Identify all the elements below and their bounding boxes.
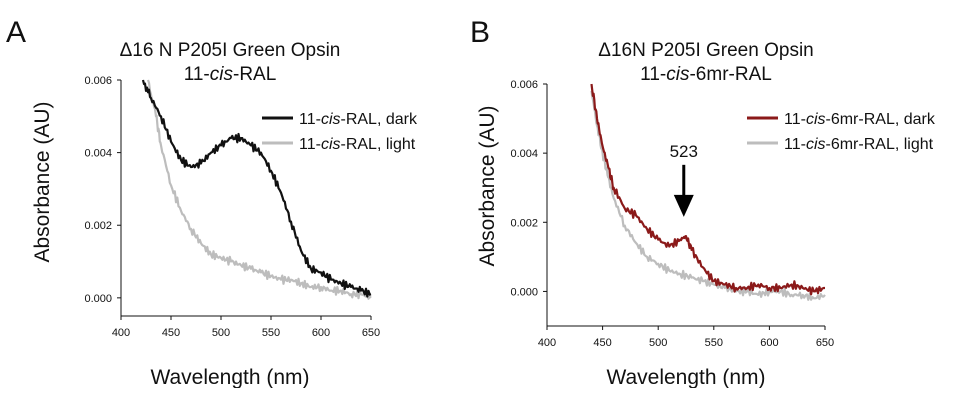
legend-label-light: 11-cis-6mr-RAL, light [784,136,934,153]
panel-b-ticks: 400 450 500 550 600 650 0.000 0.002 0.004 0.006 [510,79,834,349]
y-tick-label: 0.000 [510,286,538,298]
panel-b-title-line1: Δ16N P205I Green Opsin [598,40,813,61]
x-tick-label: 550 [262,327,280,339]
x-tick-label: 450 [593,337,611,349]
legend-label-light: 11-cis-RAL, light [299,136,416,153]
series-line-light [146,79,372,300]
panel-b-plot-area [590,83,826,301]
panel-a-y-axis-label: Absorbance (AU) [31,101,54,262]
panel-a: A Δ16 N P205I Green Opsin 11-cis-RAL Abs… [6,16,418,389]
x-tick-label: 650 [816,337,834,349]
panel-b: B Δ16N P205I Green Opsin 11-cis-6mr-RAL … [470,16,936,389]
series-line-light [590,90,826,301]
legend-label-dark: 11-cis-RAL, dark [299,111,418,128]
y-tick-label: 0.002 [510,217,538,229]
series-line-dark [590,83,825,296]
series-line-dark [141,79,372,298]
x-tick-label: 500 [649,337,667,349]
y-tick-label: 0.002 [84,220,112,232]
y-tick-label: 0.004 [510,148,538,160]
x-tick-label: 550 [705,337,723,349]
x-tick-label: 600 [760,337,778,349]
legend-label-dark: 11-cis-6mr-RAL, dark [784,111,936,128]
panel-a-plot-area [141,79,372,300]
y-tick-label: 0.004 [84,148,112,160]
panel-b-y-axis-label: Absorbance (AU) [476,105,499,266]
x-tick-label: 400 [112,327,130,339]
panel-b-letter: B [470,16,490,49]
x-tick-label: 500 [212,327,230,339]
panel-b-x-axis-label: Wavelength (nm) [606,366,765,388]
x-tick-label: 650 [362,327,380,339]
y-tick-label: 0.006 [84,75,112,87]
panel-a-x-axis-label: Wavelength (nm) [150,366,309,388]
panel-b-title-line2: 11-cis-6mr-RAL [640,64,772,85]
peak-annotation-label: 523 [670,142,698,161]
panel-a-letter: A [6,16,26,49]
panel-a-title-line2: 11-cis-RAL [184,64,277,85]
y-tick-label: 0.006 [510,79,538,91]
x-tick-label: 450 [162,327,180,339]
panel-a-legend: 11-cis-RAL, dark 11-cis-RAL, light [262,111,418,153]
x-tick-label: 400 [538,337,556,349]
panel-a-title-line1: Δ16 N P205I Green Opsin [120,40,341,61]
x-tick-label: 600 [312,327,330,339]
panel-b-legend: 11-cis-6mr-RAL, dark 11-cis-6mr-RAL, lig… [747,111,936,153]
panel-a-ticks: 400 450 500 550 600 650 0.000 0.002 0.004 0.006 [84,75,380,339]
y-tick-label: 0.000 [84,293,112,305]
peak-annotation: 523 [670,142,698,217]
peak-arrow-head [673,194,694,217]
